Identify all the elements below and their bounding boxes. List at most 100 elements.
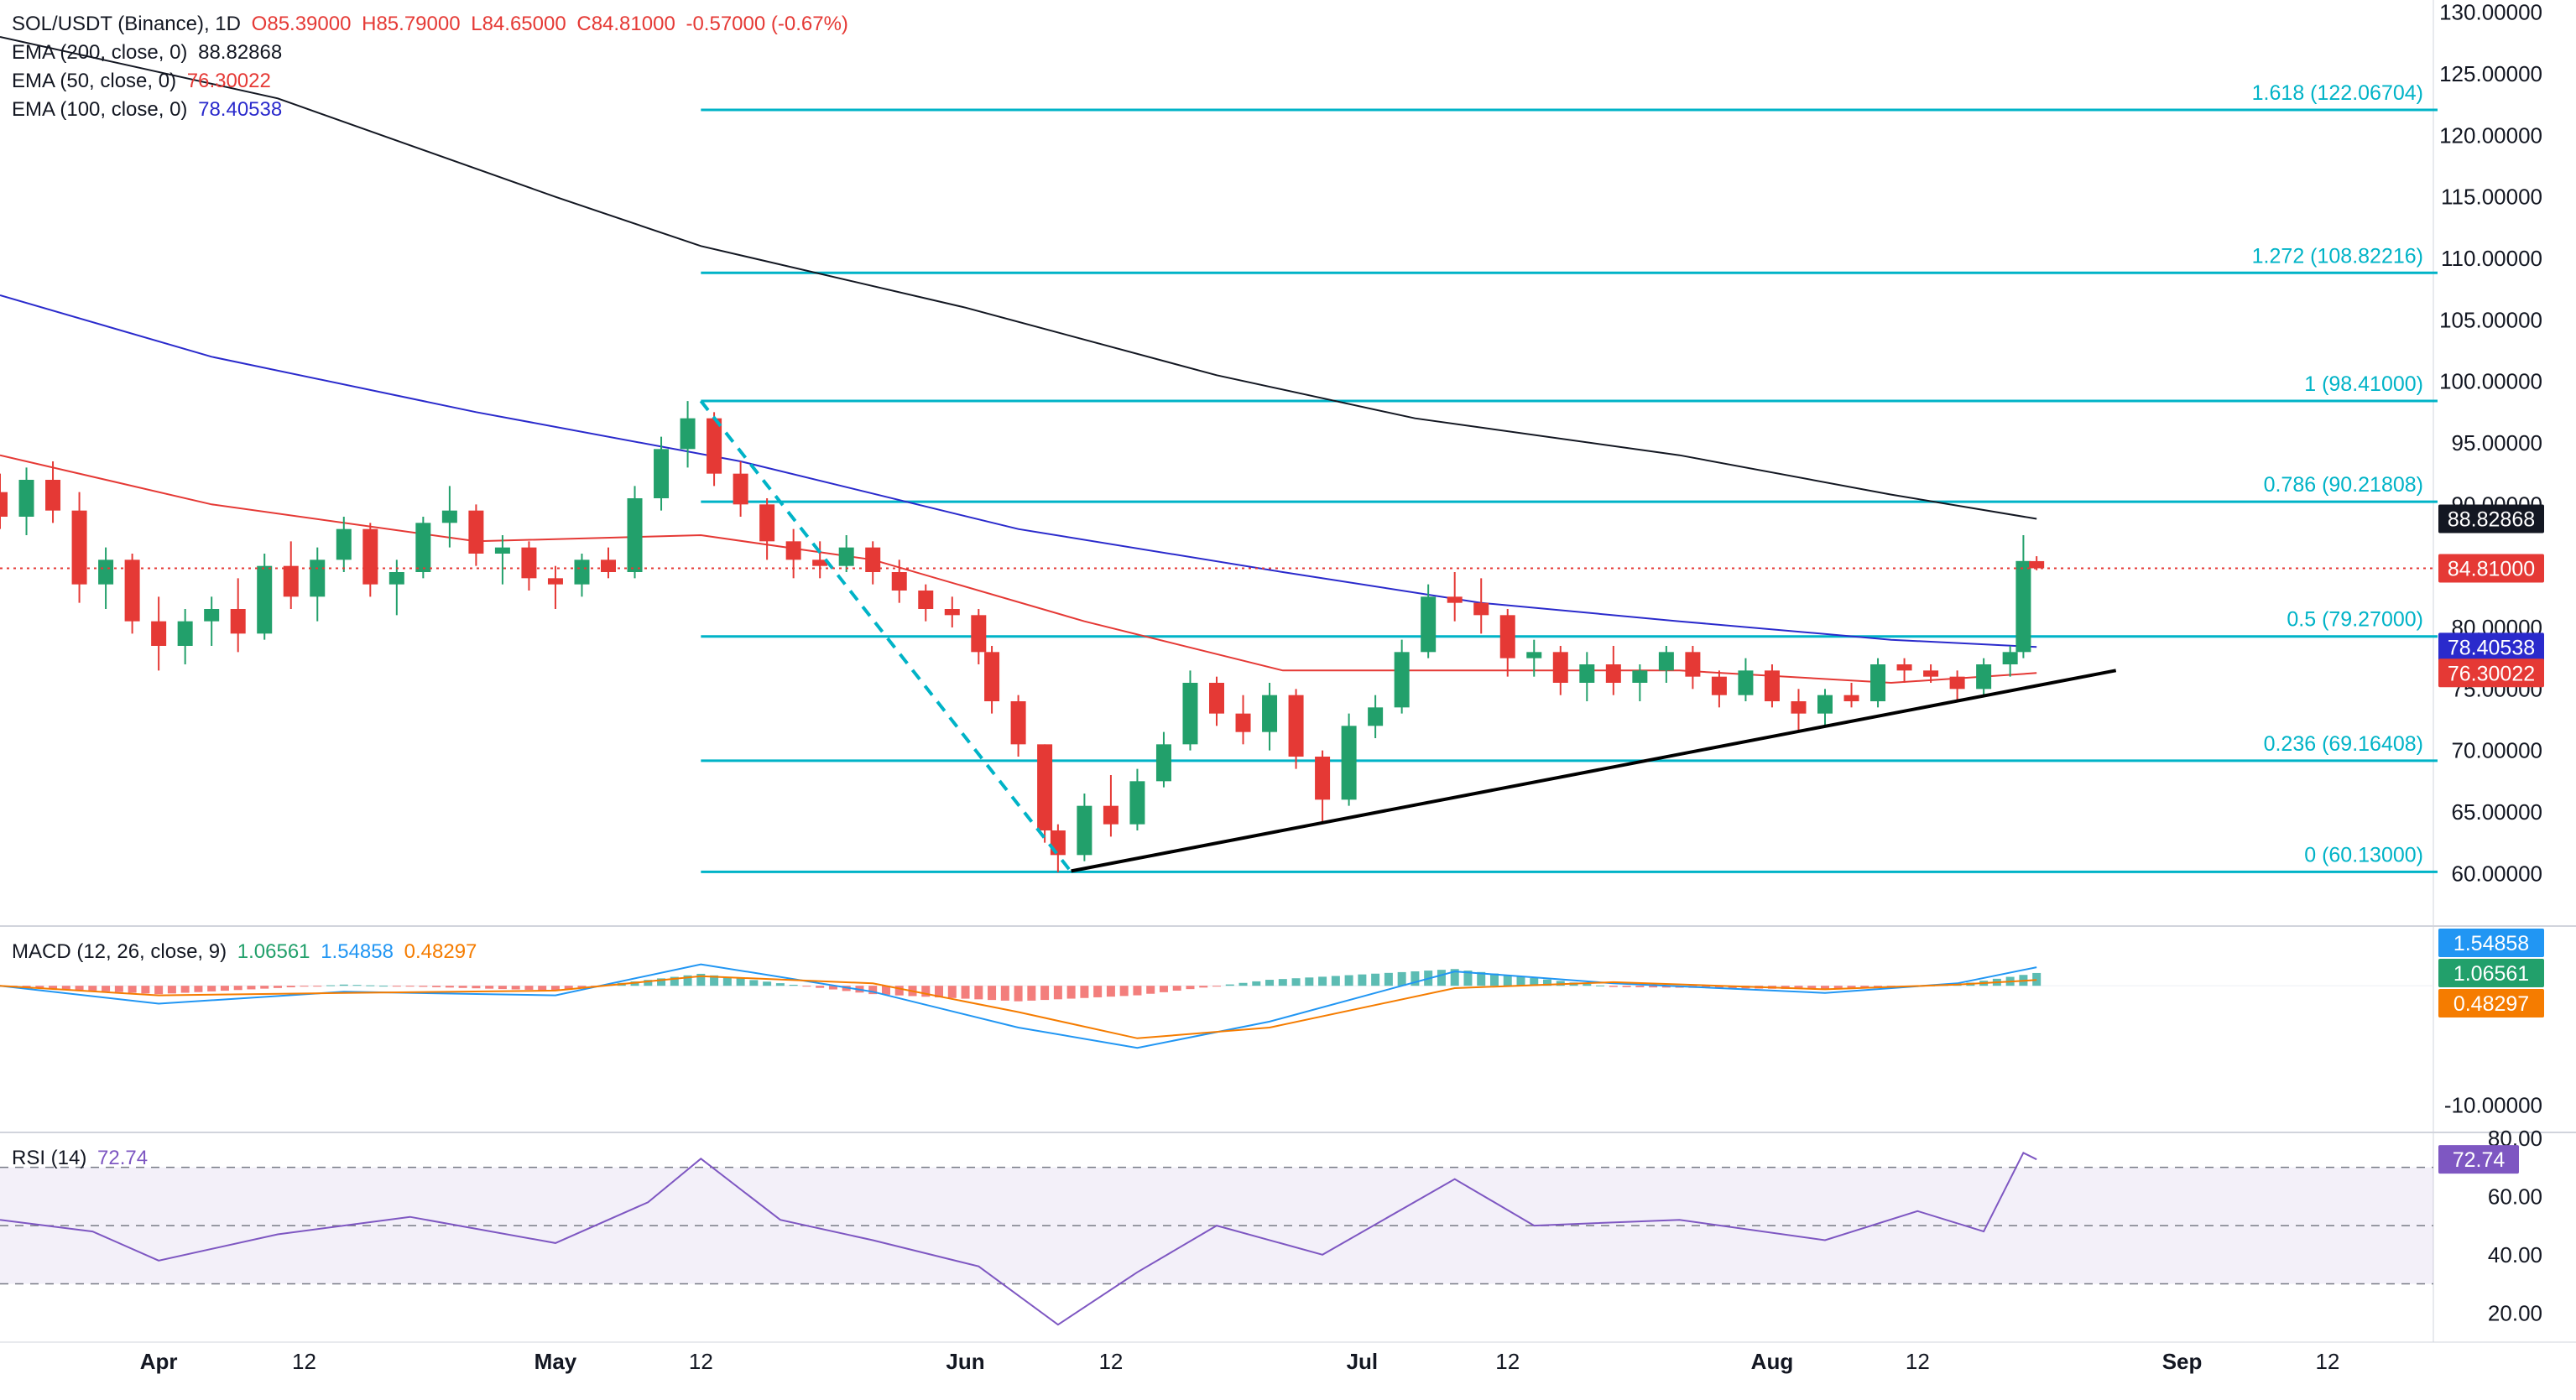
time-tick-label: 12 — [689, 1349, 713, 1374]
price-tick-label: 95.00000 — [2452, 430, 2542, 455]
rsi-value: 72.74 — [97, 1147, 149, 1169]
macd-histogram-bar — [524, 986, 534, 990]
candle-body — [627, 498, 643, 572]
ema200-label: EMA (200, close, 0) — [12, 41, 188, 64]
fib-level-label: 1 (98.41000) — [2304, 372, 2423, 396]
macd-histogram-bar — [1225, 984, 1234, 986]
macd-histogram-bar — [1318, 976, 1327, 986]
candle-body — [468, 510, 484, 554]
candle-body — [1037, 744, 1053, 830]
time-tick-label: Jun — [946, 1349, 984, 1374]
rsi-title: RSI (14) — [12, 1147, 87, 1169]
candle-body — [521, 547, 537, 579]
candle-body — [257, 565, 273, 634]
candle-body — [1817, 695, 1833, 714]
candle-body — [1155, 744, 1171, 782]
macd-histogram-bar — [1278, 979, 1287, 986]
macd-tag-label: 0.48297 — [2453, 992, 2529, 1016]
time-tick-label: Apr — [140, 1349, 178, 1374]
ohlc-low: L84.65000 — [471, 13, 566, 35]
macd-legend[interactable]: MACD (12, 26, close, 9) 1.06561 1.54858 … — [12, 938, 482, 966]
macd-histogram-bar — [88, 986, 97, 991]
candle-body — [1685, 652, 1701, 677]
macd-histogram-bar — [763, 981, 772, 986]
candle-body — [18, 480, 34, 517]
price-tag — [2438, 658, 2544, 688]
ema200-legend[interactable]: EMA (200, close, 0) 88.82868 — [12, 39, 287, 67]
macd-histogram-bar — [194, 986, 203, 992]
macd-histogram-bar — [630, 981, 639, 986]
candle-body — [1129, 781, 1145, 825]
time-tick-label: 12 — [1098, 1349, 1123, 1374]
macd-histogram-bar — [1384, 972, 1393, 986]
rsi-legend[interactable]: RSI (14) 72.74 — [12, 1144, 153, 1173]
macd-histogram-bar — [1331, 976, 1340, 986]
macd-panel[interactable] — [0, 963, 2433, 1049]
candle-body — [838, 547, 854, 566]
price-tags: 88.82868 84.81000 78.40538 76.30022 1.54858 1… — [2438, 504, 2544, 1174]
price-tag-label: 84.81000 — [2448, 557, 2535, 580]
macd-histogram-bar — [207, 986, 216, 991]
ohlc-change: -0.57000 (-0.67%) — [686, 13, 848, 35]
macd-histogram-bar — [881, 986, 890, 995]
macd-histogram-bar — [1252, 981, 1261, 986]
fibonacci-levels: 1.618 (122.06704) 1.272 (108.82216) 1 (98.… — [701, 81, 2438, 873]
candle-body — [494, 547, 510, 554]
macd-tag — [2438, 929, 2544, 957]
rsi-tick-label: 20.00 — [2488, 1300, 2542, 1325]
candle-body — [865, 547, 881, 572]
macd-histogram-bar — [1305, 977, 1314, 986]
macd-histogram-bar — [1411, 971, 1420, 986]
candle-body — [891, 572, 907, 591]
macd-histogram-bar — [75, 986, 84, 991]
macd-histogram-bar — [974, 986, 983, 1000]
macd-histogram-bar — [1358, 974, 1367, 986]
candle-body — [388, 572, 404, 585]
time-tick-label: 12 — [1495, 1349, 1520, 1374]
macd-histogram-bar — [1794, 986, 1803, 990]
macd-histogram-bar — [1186, 986, 1195, 990]
macd-histogram-bar — [220, 986, 229, 991]
candle-body — [1010, 701, 1026, 745]
price-tag-label: 88.82868 — [2448, 508, 2535, 532]
macd-histogram-bar — [816, 986, 825, 988]
candle-body — [0, 492, 8, 517]
time-tick-label: Jul — [1347, 1349, 1379, 1374]
ema100-legend[interactable]: EMA (100, close, 0) 78.40538 — [12, 96, 287, 124]
macd-histogram-bar — [1199, 986, 1208, 988]
rsi-panel[interactable] — [0, 1151, 2433, 1326]
candle-body — [733, 473, 748, 505]
candle-body — [1394, 652, 1410, 708]
macd-histogram-bar — [1847, 986, 1856, 989]
ema50-label: EMA (50, close, 0) — [12, 70, 177, 92]
macd-tag-label: 1.06561 — [2453, 962, 2529, 986]
macd-histogram-bar — [1344, 975, 1353, 986]
macd-value-1: 1.06561 — [237, 940, 310, 963]
candle-body — [1288, 695, 1304, 757]
price-tick-label: 60.00000 — [2452, 861, 2542, 886]
candle-body — [2002, 652, 2018, 664]
candle-body — [336, 528, 352, 560]
candle-body — [2015, 560, 2031, 653]
candle-body — [98, 559, 114, 585]
macd-histogram-bar — [842, 986, 851, 991]
price-tick-label: 115.00000 — [2441, 185, 2542, 210]
price-tag — [2438, 554, 2544, 583]
ema200-line — [0, 36, 2037, 520]
macd-histogram-bar — [141, 986, 150, 994]
symbol-title[interactable]: SOL/USDT (Binance), 1D — [12, 13, 241, 35]
candle-body — [1896, 664, 1912, 671]
macd-tag — [2438, 959, 2544, 987]
macd-histogram-bar — [1119, 986, 1129, 997]
price-tag-label: 78.40538 — [2448, 636, 2535, 659]
macd-line — [0, 963, 2037, 1049]
macd-histogram-bar — [1450, 969, 1459, 986]
macd-histogram-bar — [935, 986, 944, 998]
macd-histogram-bar — [458, 986, 467, 988]
macd-histogram-bar — [1172, 986, 1181, 991]
candle-body — [547, 578, 563, 585]
macd-histogram-bar — [102, 986, 111, 991]
ema50-legend[interactable]: EMA (50, close, 0) 76.30022 — [12, 67, 276, 96]
macd-histogram-bar — [511, 986, 520, 990]
